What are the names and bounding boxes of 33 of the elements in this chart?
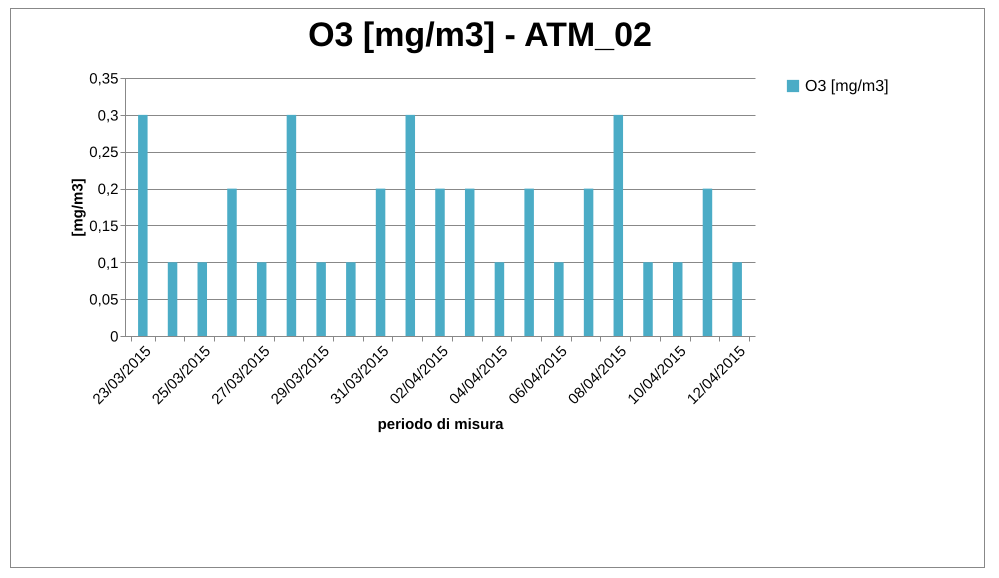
bar [614,114,624,336]
y-tick-label: 0,2 [98,181,118,198]
x-axis-title: periodo di misura [378,416,504,434]
bar [227,188,237,336]
y-tick-label: 0,35 [89,70,118,88]
bar [702,188,712,336]
bar [168,262,178,336]
legend-label: O3 [mg/m3] [805,78,889,95]
bar [494,262,504,336]
y-tick-label: 0,1 [98,254,118,272]
bar [346,262,356,336]
y-tick-label: 0 [110,328,118,346]
bar [435,188,445,336]
y-tick-label: 0,25 [89,144,118,162]
bar [286,114,296,336]
y-axis-title: [mg/m3] [69,178,86,237]
bar [643,262,653,336]
bar [672,262,682,336]
y-tick-label: 0,05 [89,292,118,309]
bar [198,262,208,336]
bar [138,114,148,336]
bar [406,114,416,336]
y-tick-label: 0,15 [89,218,118,235]
bar [554,262,564,336]
bar [524,188,534,336]
bar [256,262,266,336]
bar [464,188,474,336]
chart-title: O3 [mg/m3] - ATM_02 [308,16,652,54]
bar [584,188,594,336]
y-tick-label: 0,3 [98,107,118,124]
bar [732,262,742,336]
bar [316,262,326,336]
bar [376,188,386,336]
